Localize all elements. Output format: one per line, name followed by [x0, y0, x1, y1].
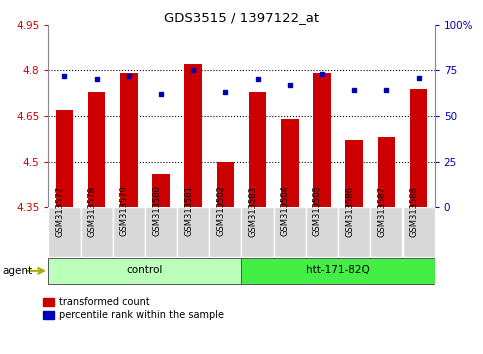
Bar [345, 140, 363, 207]
Text: GSM313580: GSM313580 [152, 185, 161, 236]
Title: GDS3515 / 1397122_at: GDS3515 / 1397122_at [164, 11, 319, 24]
Bar [274, 207, 306, 257]
Text: GSM313578: GSM313578 [87, 185, 97, 236]
Bar [242, 258, 435, 284]
Bar [249, 92, 267, 207]
Bar [281, 119, 298, 207]
Bar [152, 174, 170, 207]
Bar [145, 207, 177, 257]
Text: GSM313585: GSM313585 [313, 185, 322, 236]
Bar [242, 207, 274, 257]
Text: GSM313579: GSM313579 [120, 185, 129, 236]
Bar [370, 207, 402, 257]
Text: GSM313583: GSM313583 [249, 185, 257, 236]
Bar [177, 207, 209, 257]
Text: GSM313581: GSM313581 [184, 185, 193, 236]
Bar [410, 88, 427, 207]
Text: GSM313577: GSM313577 [56, 185, 64, 236]
Text: htt-171-82Q: htt-171-82Q [306, 265, 370, 275]
Bar [56, 110, 73, 207]
Bar [313, 73, 331, 207]
Bar [306, 207, 338, 257]
Text: GSM313582: GSM313582 [216, 185, 226, 236]
Bar [378, 137, 395, 207]
Bar [48, 258, 242, 284]
Text: GSM313584: GSM313584 [281, 185, 290, 236]
Text: GSM313588: GSM313588 [410, 185, 419, 236]
Bar [88, 92, 105, 207]
Legend: transformed count, percentile rank within the sample: transformed count, percentile rank withi… [39, 293, 228, 324]
Bar [402, 207, 435, 257]
Text: GSM313586: GSM313586 [345, 185, 354, 236]
Bar [216, 161, 234, 207]
Bar [81, 207, 113, 257]
Text: control: control [127, 265, 163, 275]
Bar [338, 207, 370, 257]
Bar [48, 207, 81, 257]
Bar [120, 73, 138, 207]
Text: agent: agent [2, 266, 32, 276]
Bar [185, 64, 202, 207]
Bar [113, 207, 145, 257]
Text: GSM313587: GSM313587 [377, 185, 386, 236]
Bar [209, 207, 242, 257]
